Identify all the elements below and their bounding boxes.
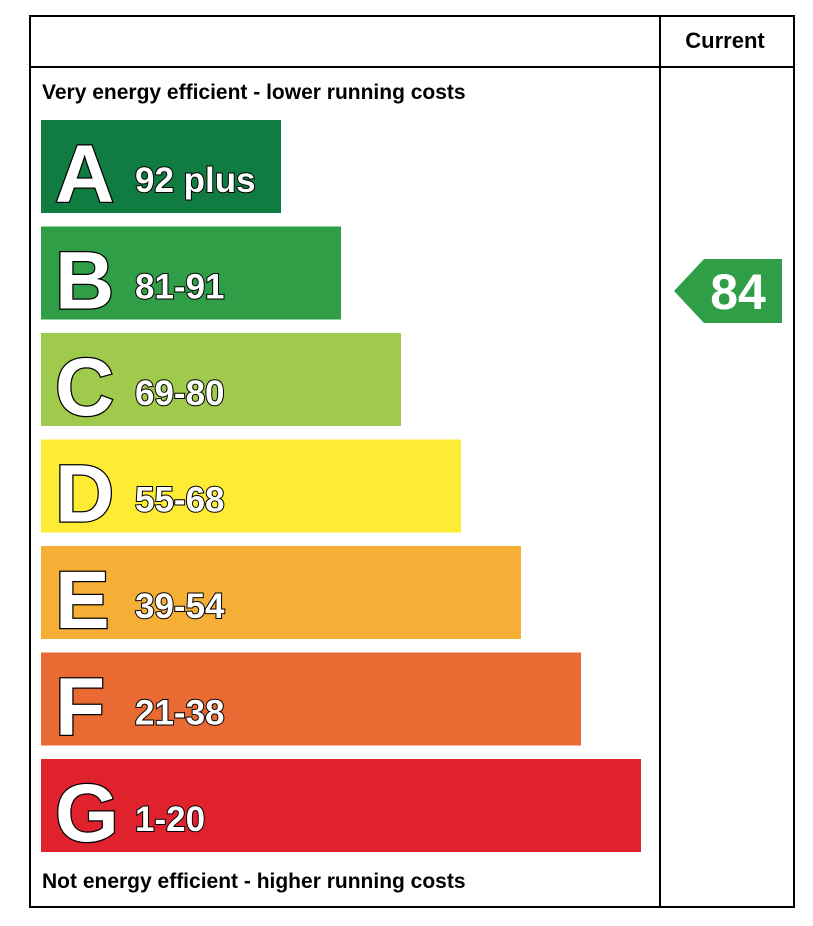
- band-range: 1-20: [135, 800, 205, 839]
- current-rating-arrow: [674, 259, 782, 323]
- band-bar-f: [41, 652, 581, 746]
- band-range: 21-38: [135, 694, 225, 733]
- band-bar-a: [41, 120, 281, 213]
- band-letter: C: [55, 342, 114, 433]
- band-letter: D: [55, 449, 114, 540]
- band-bar-c: [41, 333, 401, 426]
- band-bar-e: [41, 546, 521, 639]
- top-caption: Very energy efficient - lower running co…: [42, 81, 466, 104]
- band-letter: E: [55, 555, 110, 646]
- band-range: 39-54: [135, 587, 225, 626]
- band-range: 92 plus: [135, 161, 256, 200]
- band-bar-g: [41, 759, 641, 852]
- chart-frame: [29, 15, 795, 908]
- current-column-header: Current: [685, 28, 765, 53]
- band-bar-b: [41, 226, 341, 320]
- band-bar-d: [41, 439, 461, 533]
- band-range: 81-91: [135, 268, 225, 307]
- band-letter: B: [55, 236, 114, 327]
- band-range: 69-80: [135, 374, 225, 413]
- bottom-caption: Not energy efficient - higher running co…: [42, 870, 466, 893]
- band-letter: G: [55, 768, 119, 859]
- band-range: 55-68: [135, 481, 225, 520]
- current-rating-value: 84: [710, 264, 766, 320]
- band-letter: F: [55, 662, 105, 753]
- band-letter: A: [55, 129, 114, 220]
